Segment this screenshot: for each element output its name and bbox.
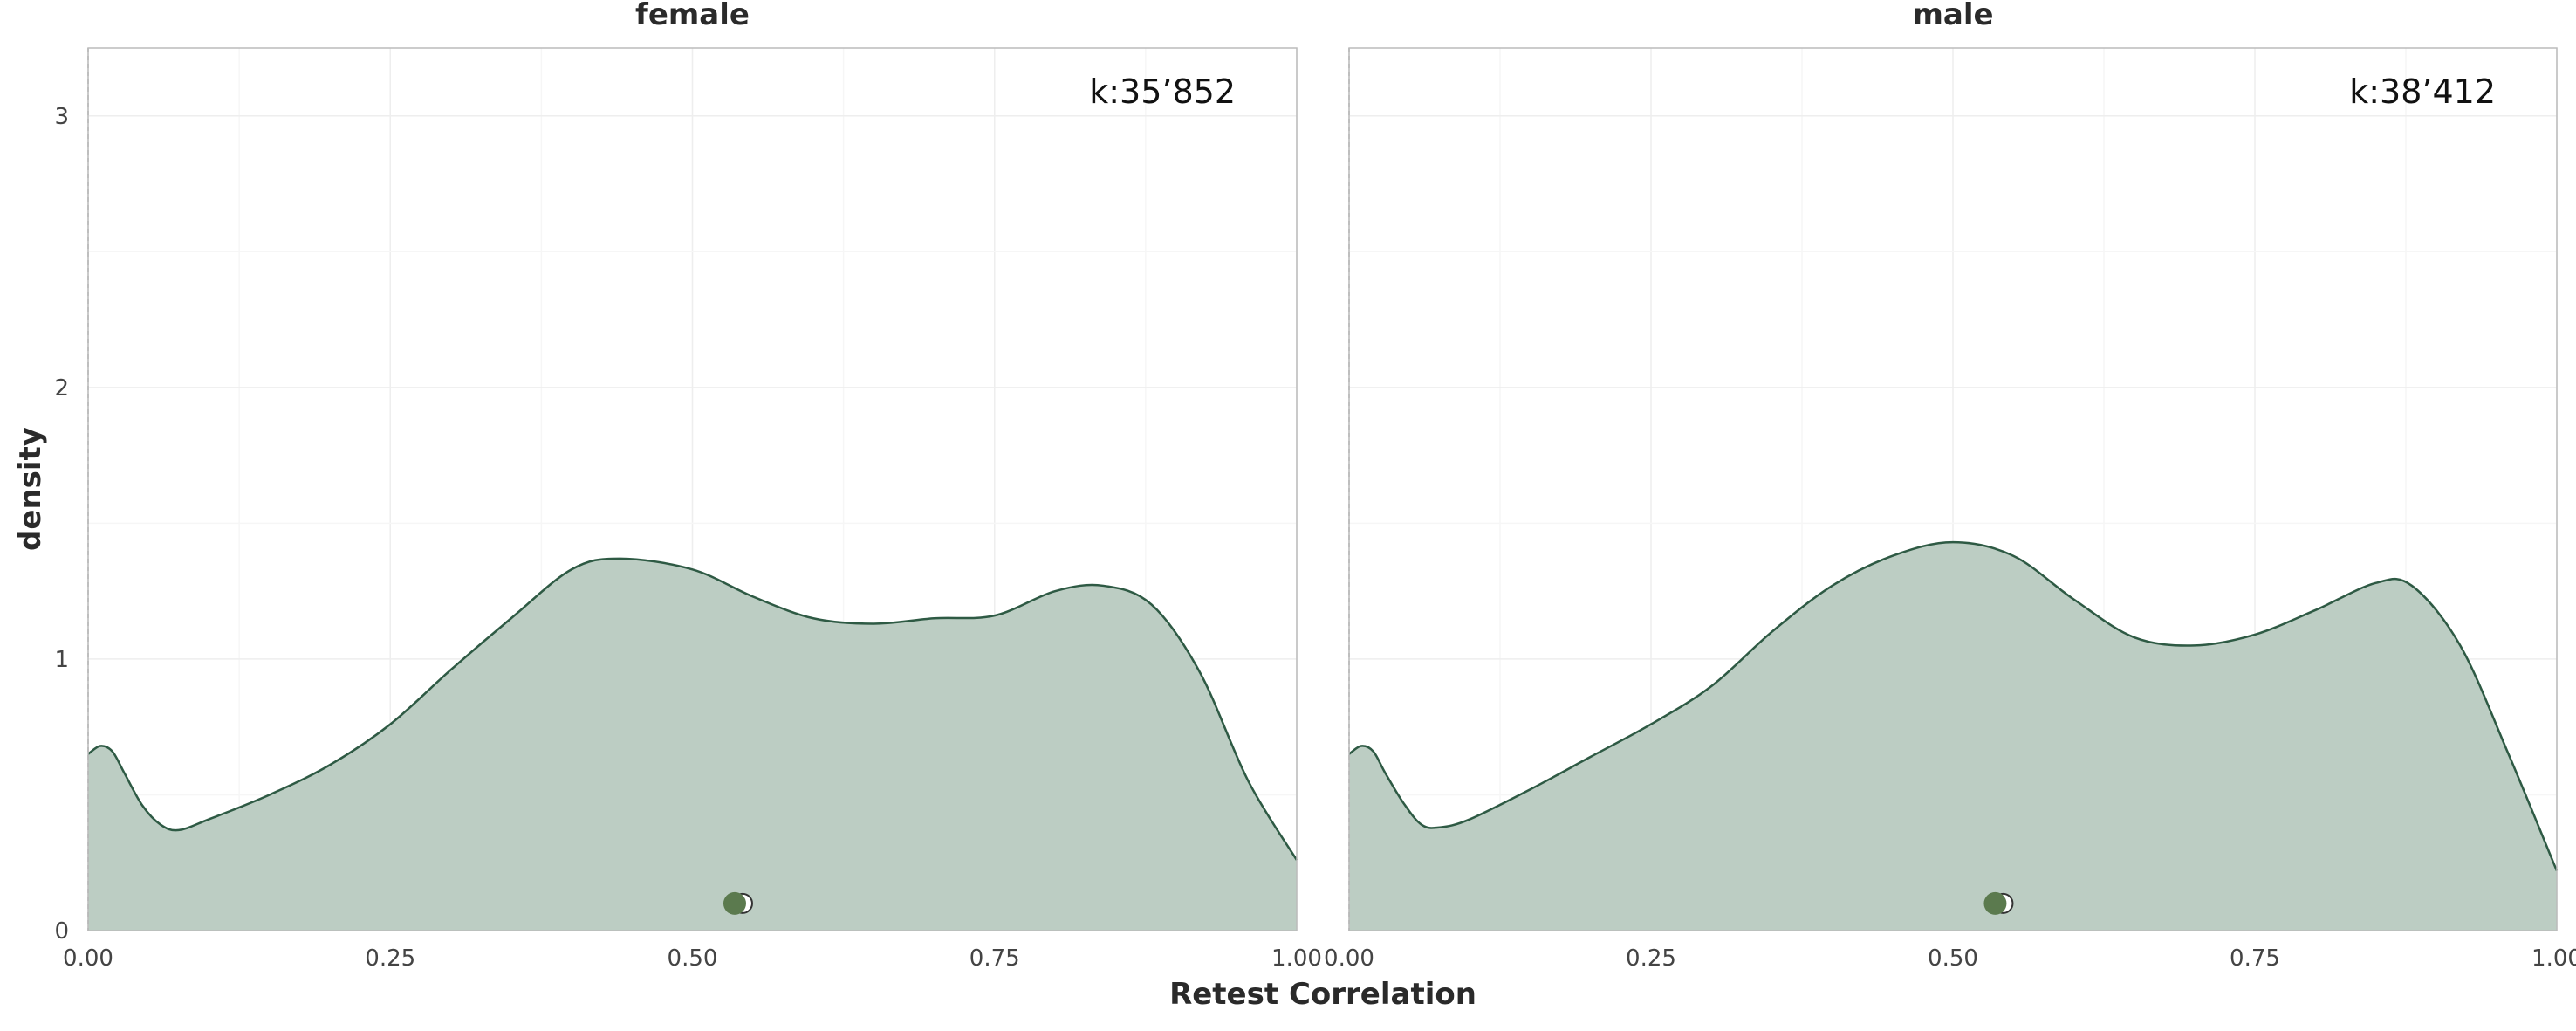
y-tick-label: 0 <box>54 918 69 945</box>
panel-frame <box>1348 47 2558 931</box>
panel-title: male <box>1912 0 1993 32</box>
x-tick-label: 0.50 <box>1928 945 1978 972</box>
panel-frame <box>87 47 1298 931</box>
x-tick-label: 0.00 <box>1324 945 1374 972</box>
x-tick-label: 0.75 <box>969 945 1020 972</box>
mean-point <box>1983 891 2007 915</box>
panel-title: female <box>635 0 750 32</box>
density-line <box>87 557 1298 861</box>
x-tick-label: 0.25 <box>1626 945 1676 972</box>
y-tick-label: 2 <box>54 375 69 402</box>
density-line <box>1348 540 2559 872</box>
density-area <box>88 558 1297 931</box>
x-tick-label: 1.00 <box>1271 945 1322 972</box>
x-tick-label: 0.75 <box>2230 945 2280 972</box>
x-tick-label: 0.00 <box>63 945 113 972</box>
panel-male: male k:38’412 0.00 0.25 0.50 0.75 1.00 <box>1324 0 2576 972</box>
k-count-label: k:38’412 <box>2349 72 2496 111</box>
panels-layer: female k:35’852 0.00 0.25 0.50 0.75 1.00 0 1 2 3 ma… <box>54 0 2576 972</box>
x-tick-label: 0.50 <box>668 945 718 972</box>
y-tick-label: 3 <box>54 104 69 130</box>
y-axis-title: density <box>13 427 48 551</box>
y-tick-label: 1 <box>54 647 69 673</box>
k-count-label: k:35’852 <box>1089 72 1236 111</box>
x-axis-title: Retest Correlation <box>1169 977 1476 1012</box>
panel-female: female k:35’852 0.00 0.25 0.50 0.75 1.00 0 1 2 3 <box>54 0 1321 972</box>
x-tick-label: 1.00 <box>2531 945 2576 972</box>
mean-point <box>723 891 746 915</box>
x-tick-label: 0.25 <box>365 945 415 972</box>
density-area <box>1349 542 2557 931</box>
